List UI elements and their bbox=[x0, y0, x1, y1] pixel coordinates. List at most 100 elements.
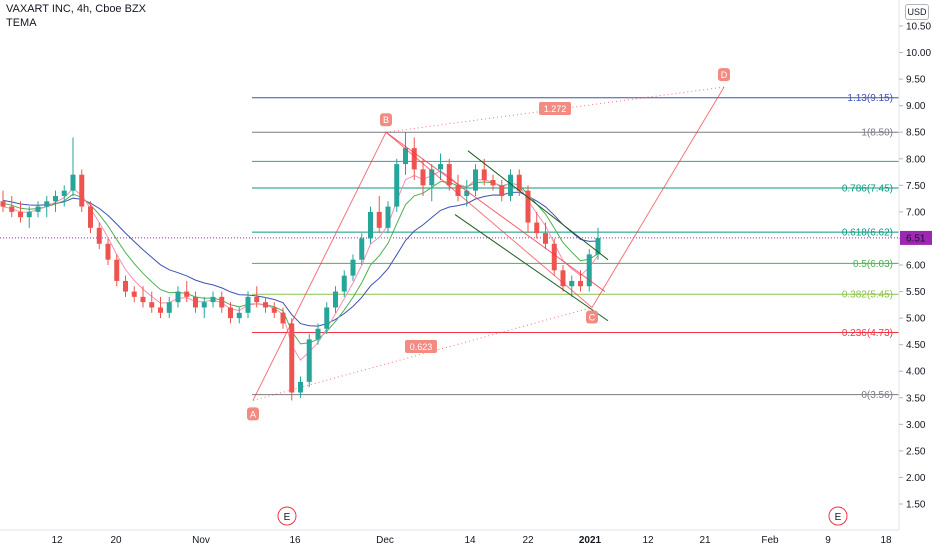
candle-body bbox=[420, 169, 426, 186]
candle-body bbox=[446, 164, 452, 186]
candle-body bbox=[551, 243, 557, 271]
price-tick-label: 6.00 bbox=[906, 261, 926, 272]
channel-line bbox=[454, 214, 609, 322]
price-tick-label: 8.00 bbox=[906, 154, 926, 165]
candle-body bbox=[543, 233, 548, 244]
price-tick-label: 2.50 bbox=[906, 446, 926, 457]
candle-body bbox=[210, 296, 216, 303]
fib-level-label: 0.5(6.03) bbox=[853, 259, 893, 270]
candle-body bbox=[376, 211, 382, 228]
wave-ratio-line bbox=[252, 307, 593, 401]
time-axis[interactable]: 12 20 Nov 16 Dec 14 22 2021 12 21 Feb 9 18 E E bbox=[0, 506, 899, 546]
candle-body bbox=[350, 259, 356, 276]
candle-body bbox=[481, 169, 487, 181]
candle-body bbox=[236, 312, 242, 319]
wave-point-label: D bbox=[721, 70, 728, 80]
price-tick-label: 2.00 bbox=[906, 473, 926, 484]
candle-body bbox=[464, 190, 470, 196]
fib-level-label: 0.382(5.45) bbox=[842, 290, 893, 301]
candle-body bbox=[578, 280, 583, 287]
candle-body bbox=[79, 174, 85, 207]
candle-body bbox=[455, 185, 461, 196]
candle-body bbox=[88, 206, 93, 228]
candle-body bbox=[53, 195, 58, 202]
price-tick-label: 7.00 bbox=[906, 207, 926, 218]
candle-body bbox=[508, 174, 513, 196]
time-tick-label: 21 bbox=[699, 535, 711, 546]
candle-body bbox=[245, 296, 251, 313]
candle-body bbox=[44, 201, 50, 207]
price-tick-label: 5.00 bbox=[906, 314, 926, 325]
candle-body bbox=[131, 291, 137, 297]
candle-body bbox=[0, 201, 6, 207]
time-tick-label: Feb bbox=[761, 535, 779, 546]
candle-body bbox=[140, 296, 146, 303]
candle-body bbox=[289, 323, 295, 393]
time-tick-label: 16 bbox=[289, 535, 301, 546]
wave-lines bbox=[252, 86, 725, 401]
fib-level-label: 1(8.50) bbox=[861, 128, 893, 139]
candle-body bbox=[368, 211, 373, 239]
channel-line bbox=[467, 150, 609, 261]
price-tick-label: 7.50 bbox=[906, 181, 926, 192]
event-marker-label: E bbox=[284, 512, 291, 523]
candle-body bbox=[166, 302, 172, 313]
current-price-label: 6.51 bbox=[906, 233, 926, 244]
channel-line bbox=[385, 131, 606, 292]
drawings: A B C D 1.272 0.623 bbox=[247, 68, 730, 421]
candle-body bbox=[271, 307, 277, 313]
price-axis[interactable]: 10.5010.009.509.008.508.007.507.006.506.… bbox=[898, 0, 932, 530]
candle-body bbox=[298, 381, 303, 393]
candle-body bbox=[123, 280, 128, 292]
time-tick-label: Nov bbox=[192, 535, 210, 546]
candle-body bbox=[359, 238, 365, 260]
moving-averages bbox=[2, 170, 599, 361]
fib-level-label: 0.618(6.62) bbox=[842, 228, 893, 239]
indicator-label[interactable]: TEMA bbox=[6, 17, 37, 29]
candle-body bbox=[525, 190, 531, 223]
chart-header: VAXART INC, 4h, Cboe BZX TEMA bbox=[6, 2, 146, 30]
candle-body bbox=[315, 328, 321, 340]
time-tick-label: 12 bbox=[642, 535, 654, 546]
candle-body bbox=[516, 174, 522, 191]
time-tick-label: 2021 bbox=[579, 535, 602, 546]
ratio-badge bbox=[539, 102, 571, 115]
time-tick-label: 14 bbox=[464, 535, 476, 546]
fib-level-label: 0.236(4.73) bbox=[842, 328, 893, 339]
candle-body bbox=[70, 174, 76, 191]
event-marker bbox=[828, 506, 848, 526]
event-marker bbox=[277, 506, 297, 526]
price-tick-label: 9.00 bbox=[906, 101, 926, 112]
candle-body bbox=[429, 169, 435, 186]
time-tick-label: 12 bbox=[51, 535, 63, 546]
wave-point-label: C bbox=[589, 312, 596, 322]
candle-body bbox=[403, 148, 408, 165]
candle-body bbox=[201, 302, 207, 308]
candle-body bbox=[219, 296, 225, 308]
price-tick-label: 3.50 bbox=[906, 393, 926, 404]
ma-green-line bbox=[2, 180, 599, 345]
candle-body bbox=[61, 190, 67, 196]
wave-point-badge bbox=[586, 310, 598, 324]
price-tick-label: 5.50 bbox=[906, 287, 926, 298]
tema-line bbox=[2, 191, 599, 327]
currency-button[interactable]: USD bbox=[905, 4, 929, 20]
event-marker-label: E bbox=[835, 512, 842, 523]
price-tick-label: 10.00 bbox=[906, 48, 931, 59]
wave-point-badge bbox=[380, 113, 392, 127]
candle-body bbox=[341, 275, 347, 292]
price-tick-label: 9.50 bbox=[906, 75, 926, 86]
candle-body bbox=[254, 296, 260, 303]
price-tick-label: 8.50 bbox=[906, 128, 926, 139]
price-tick-label: 4.50 bbox=[906, 340, 926, 351]
candle-body bbox=[394, 164, 400, 207]
candle-body bbox=[473, 169, 478, 191]
candle-body bbox=[228, 307, 233, 319]
time-tick-label: 18 bbox=[880, 535, 892, 546]
candle-body bbox=[96, 227, 102, 244]
time-tick-label: Dec bbox=[376, 535, 394, 546]
candle-body bbox=[175, 291, 181, 303]
candle-body bbox=[280, 312, 286, 324]
wave-point-label: B bbox=[383, 115, 389, 125]
